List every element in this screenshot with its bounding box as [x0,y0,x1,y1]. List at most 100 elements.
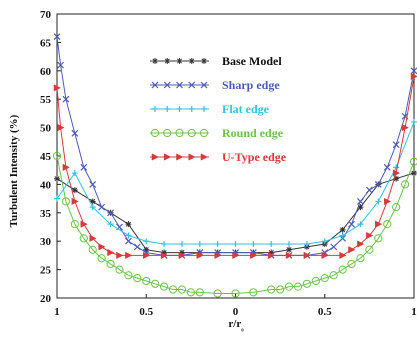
data-point [178,241,185,248]
data-point [356,254,365,263]
data-point [143,238,150,245]
legend-marker [188,106,195,112]
data-point [89,198,96,205]
legend-marker [152,106,158,112]
data-point [98,243,106,251]
data-point [339,251,347,260]
series-flat-edge [54,118,417,248]
data-point [321,238,328,245]
y-tick-label: 70 [40,9,52,21]
data-point [57,123,65,132]
series-u-type-edge [53,72,417,260]
data-point [374,234,383,243]
x-axis-label: r/r₀ [228,318,244,332]
data-point [71,170,78,177]
data-point [268,241,275,248]
data-point [357,221,364,228]
legend-marker [176,153,184,161]
data-point [168,285,178,294]
legend-marker [164,58,171,64]
data-point [383,197,392,206]
data-point [71,197,79,206]
legend-marker [151,81,159,89]
data-point [133,274,142,283]
y-tick-label: 35 [40,208,52,220]
x-tick-label: 1 [54,306,60,318]
legend-entry: U-Type edge [150,150,287,164]
legend-entry: Base Model [150,54,282,68]
legend-marker [201,106,207,112]
data-point [125,221,132,228]
data-point [116,223,123,231]
y-tick-label: 30 [40,236,52,248]
data-point [62,95,70,103]
data-point [124,237,132,245]
data-point [107,221,114,228]
legend-label: Base Model [222,54,282,68]
data-point [250,241,257,248]
y-tick-label: 50 [40,123,52,135]
x-tick-label: 0.5 [318,306,332,318]
data-point [383,220,392,229]
data-point [232,251,240,260]
data-point [392,169,401,177]
data-point [348,246,356,254]
data-point [374,180,382,188]
legend-marker [175,128,184,138]
data-point [196,251,204,260]
data-point [178,251,186,260]
data-point [214,251,222,260]
data-point [393,164,400,171]
y-tick-label: 55 [40,94,52,106]
data-point [366,231,374,240]
data-point [143,246,150,253]
data-point [115,265,124,274]
legend: Base Model Sharp edge Flat edge Round edge U… [150,54,287,164]
data-point [232,241,239,248]
data-point [133,243,141,251]
data-point [320,274,329,283]
data-point [89,204,96,211]
data-point [409,157,417,166]
data-point [57,61,64,69]
legend-marker [187,128,196,138]
legend-marker [163,81,171,89]
data-point [79,234,88,243]
legend-marker [200,81,208,89]
legend-marker [176,106,183,112]
y-axis-label: Turbulent Intensity (%) [8,114,20,227]
legend-marker [188,153,196,161]
legend-entry: Sharp edge [150,78,280,92]
data-point [392,203,401,212]
data-point [71,187,78,194]
y-tick-label: 25 [40,265,52,277]
data-point [88,245,97,254]
legend-entry: Round edge [150,126,284,140]
data-point [330,243,338,251]
data-point [410,72,417,81]
legend-marker [188,81,196,89]
legend-label: Round edge [222,126,284,140]
data-point [338,265,347,274]
data-point [357,198,364,205]
data-point [276,285,285,294]
data-point [161,249,168,256]
legend-marker [201,58,207,64]
data-point [347,259,356,269]
data-point [80,163,88,171]
data-point [80,220,88,228]
data-point [393,175,400,182]
data-point [267,285,276,294]
data-point [401,123,410,132]
legend-marker [188,58,195,64]
legend-marker [199,128,209,138]
data-point [54,195,60,202]
data-point [357,240,365,248]
data-point [160,251,169,260]
data-point [53,33,61,41]
data-point [116,251,124,260]
data-point [311,276,320,286]
data-point [411,170,417,177]
y-tick-label: 40 [40,179,52,191]
